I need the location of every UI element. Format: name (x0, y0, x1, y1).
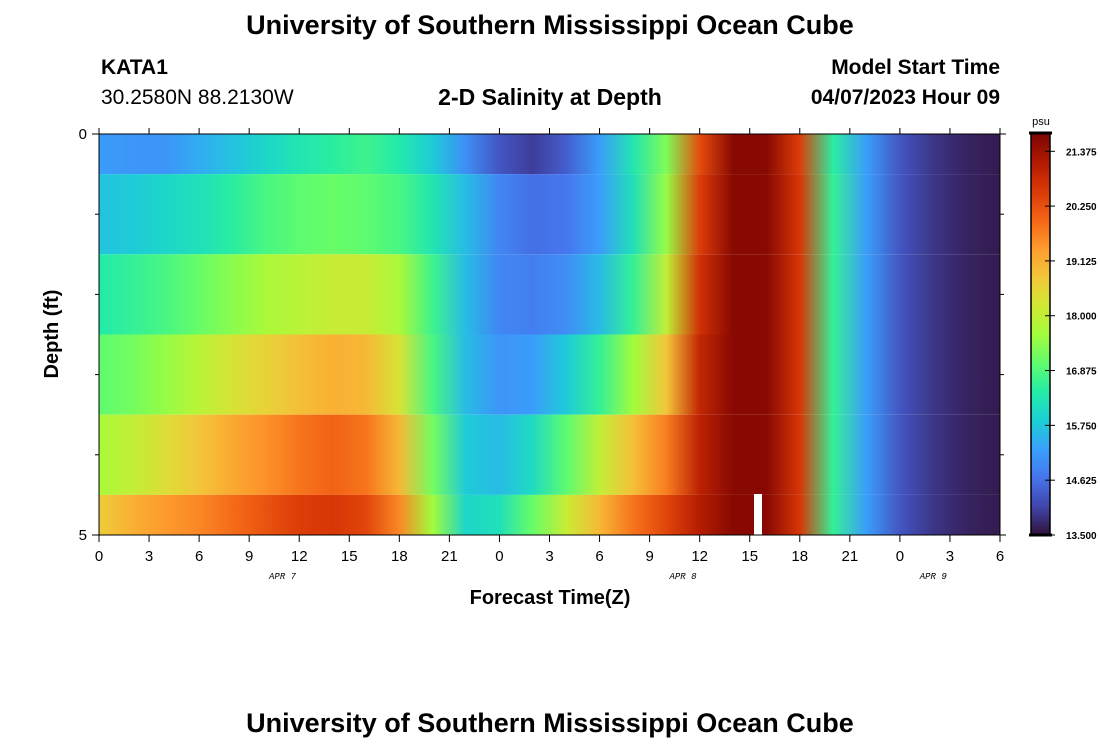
footer-title: University of Southern Mississippi Ocean… (246, 708, 854, 738)
colorbar-tick-label: 13.500 (1066, 531, 1097, 542)
date-label: APR 7 (268, 572, 297, 582)
depth-layer-5 (99, 494, 1000, 535)
data-gap-marker (754, 494, 762, 535)
model-start-time: 04/07/2023 Hour 09 (810, 86, 1000, 109)
colorbar-tick-label: 18.000 (1066, 312, 1097, 323)
x-tick-label: 3 (545, 548, 553, 565)
depth-layer-0 (99, 134, 1000, 175)
x-tick-label: 12 (291, 548, 308, 565)
y-tick-label: 0 (79, 126, 87, 143)
colorbar-tick-label: 21.375 (1066, 147, 1097, 158)
x-tick-label: 6 (595, 548, 603, 565)
y-tick-label: 5 (79, 527, 87, 544)
colorbar-tick-label: 20.250 (1066, 202, 1097, 213)
depth-layer-2 (99, 254, 1000, 335)
x-tick-label: 21 (841, 548, 858, 565)
station-id: KATA1 (101, 56, 168, 79)
x-tick-label: 9 (645, 548, 653, 565)
x-tick-label: 3 (946, 548, 954, 565)
depth-layer-4 (99, 414, 1000, 495)
x-tick-label: 3 (145, 548, 153, 565)
x-tick-label: 0 (495, 548, 503, 565)
x-axis-label: Forecast Time(Z) (470, 587, 631, 609)
x-axis: 0 3 6 9 12 15 18 21 0 3 6 9 12 15 18 21 0 3 6 APR 7 APR 8 APR… (95, 128, 1004, 582)
x-tick-label: 0 (896, 548, 904, 565)
model-start-label: Model Start Time (831, 56, 1000, 79)
x-tick-label: 18 (791, 548, 808, 565)
x-tick-label: 9 (245, 548, 253, 565)
colorbar-tick-label: 15.750 (1066, 421, 1097, 432)
x-tick-label: 18 (391, 548, 408, 565)
depth-layer-3 (99, 334, 1000, 415)
station-coordinates: 30.2580N 88.2130W (101, 86, 294, 109)
colorbar-unit: psu (1032, 116, 1050, 128)
colorbar-tick-label: 14.625 (1066, 476, 1097, 487)
page-title: University of Southern Mississippi Ocean… (246, 10, 854, 40)
x-tick-label: 21 (441, 548, 458, 565)
x-tick-label: 0 (95, 548, 103, 565)
x-tick-label: 12 (691, 548, 708, 565)
depth-layer-1 (99, 174, 1000, 255)
x-tick-label: 15 (341, 548, 358, 565)
colorbar-gradient (1030, 132, 1051, 536)
x-tick-label: 15 (741, 548, 758, 565)
colorbar-tick-label: 19.125 (1066, 257, 1097, 268)
x-tick-label: 6 (996, 548, 1004, 565)
y-axis-label: Depth (ft) (41, 290, 63, 379)
y-axis: 05 (79, 126, 1006, 544)
date-label: APR 9 (919, 572, 948, 582)
date-label: APR 8 (668, 572, 697, 582)
colorbar-tick-label: 16.875 (1066, 367, 1097, 378)
chart-heading: 2-D Salinity at Depth (438, 84, 662, 110)
heatmap-area (99, 134, 1000, 535)
x-tick-label: 6 (195, 548, 203, 565)
colorbar: 21.375 20.250 19.125 18.000 16.875 15.750 14.6… (1029, 131, 1097, 542)
